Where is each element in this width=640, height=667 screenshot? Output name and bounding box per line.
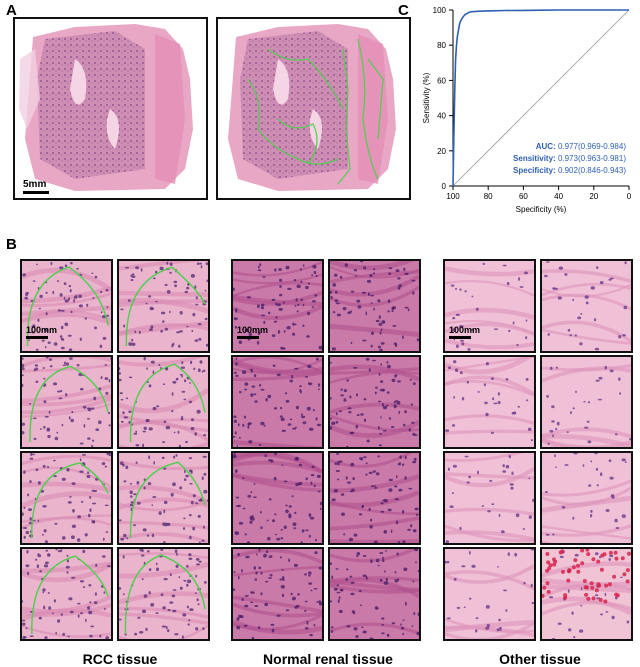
tissue-tile bbox=[20, 547, 113, 641]
histology-image bbox=[233, 453, 322, 543]
y-tick-label: 40 bbox=[437, 112, 446, 121]
tumor-boundary-annotation bbox=[129, 461, 206, 539]
roc-stat-value: 0.902(0.846-0.943) bbox=[558, 166, 626, 175]
histology-image bbox=[22, 357, 111, 447]
x-tick-label: 60 bbox=[519, 192, 528, 201]
histology-image bbox=[233, 357, 322, 447]
tumor-boundary-annotation bbox=[125, 266, 206, 347]
panel-label-c: C bbox=[398, 2, 409, 19]
tissue-tile bbox=[117, 451, 210, 545]
roc-plot-area: 0 20 40 60 80 100 100 80 60 40 20 0 Specificity (%) S… bbox=[422, 6, 632, 214]
y-tick-label: 100 bbox=[433, 6, 447, 15]
tissue-tile bbox=[328, 259, 421, 353]
tissue-tile bbox=[328, 355, 421, 449]
histology-image bbox=[330, 261, 419, 351]
histology-image bbox=[330, 357, 419, 447]
whole-slide-image bbox=[19, 24, 193, 191]
reference-diagonal-line bbox=[452, 9, 630, 187]
tumor-boundary-annotation bbox=[31, 462, 109, 539]
tumor-boundary-annotation bbox=[129, 363, 206, 443]
histology-image bbox=[119, 549, 208, 639]
roc-stat-annotation: Sensitivity: 0.973(0.963-0.981) bbox=[513, 154, 626, 163]
roc-curve-line bbox=[452, 9, 629, 187]
histology-image bbox=[330, 549, 419, 639]
tissue-tile bbox=[443, 355, 536, 449]
histology-image bbox=[22, 453, 111, 543]
roc-chart: 0 20 40 60 80 100 100 80 60 40 20 0 Specificity (%) S… bbox=[422, 6, 632, 214]
tile-scale-bar: 100mm bbox=[449, 325, 480, 339]
tile-scale-bar: 100mm bbox=[26, 325, 57, 339]
histology-image bbox=[22, 549, 111, 639]
tissue-tile bbox=[231, 547, 324, 641]
tile-scale-label: 100mm bbox=[26, 325, 58, 335]
panel-label-b: B bbox=[6, 236, 17, 253]
tissue-tile bbox=[328, 547, 421, 641]
histology-image bbox=[445, 549, 534, 639]
y-tick-label: 60 bbox=[437, 76, 446, 85]
tissue-tile bbox=[540, 451, 633, 545]
histology-image bbox=[119, 357, 208, 447]
tissue-tile bbox=[540, 355, 633, 449]
roc-stat-annotation: AUC: 0.977(0.969-0.984) bbox=[536, 142, 627, 151]
slide-original: 5mm bbox=[13, 17, 208, 200]
x-tick-label: 40 bbox=[554, 192, 563, 201]
histology-image bbox=[542, 261, 631, 351]
tissue-tile bbox=[443, 547, 536, 641]
tissue-tile bbox=[117, 547, 210, 641]
tissue-tile bbox=[20, 451, 113, 545]
histology-image bbox=[542, 549, 631, 639]
x-tick-label: 0 bbox=[627, 192, 632, 201]
tile-scale-label: 100mm bbox=[449, 325, 481, 335]
x-tick-label: 100 bbox=[446, 192, 460, 201]
tissue-tile bbox=[117, 355, 210, 449]
roc-stat-annotation: Specificity: 0.902(0.846-0.943) bbox=[513, 166, 626, 175]
group-label-other: Other tissue bbox=[499, 651, 581, 667]
tumor-boundary-annotation bbox=[29, 365, 109, 443]
tissue-tile bbox=[20, 355, 113, 449]
x-tick-label: 80 bbox=[484, 192, 493, 201]
histology-image bbox=[445, 357, 534, 447]
tumor-boundary-annotation bbox=[124, 554, 206, 635]
tissue-tile bbox=[540, 259, 633, 353]
slide-annotated bbox=[216, 17, 411, 200]
tumor-boundary-annotation bbox=[31, 555, 109, 635]
tissue-tile bbox=[328, 451, 421, 545]
y-axis-label: Sensitivity (%) bbox=[422, 72, 431, 123]
group-label-rcc: RCC tissue bbox=[82, 651, 158, 667]
roc-stat-value: 0.973(0.963-0.981) bbox=[558, 154, 626, 163]
y-tick-label: 20 bbox=[437, 147, 446, 156]
histology-image bbox=[542, 453, 631, 543]
tile-scale-label: 100mm bbox=[237, 325, 269, 335]
roc-stat-name: Specificity: bbox=[513, 166, 558, 175]
slide-scale-label: 5mm bbox=[23, 179, 47, 190]
y-tick-label: 0 bbox=[442, 182, 447, 191]
tile-scale-bar: 100mm bbox=[237, 325, 268, 339]
tissue-tile bbox=[117, 259, 210, 353]
histology-image bbox=[330, 453, 419, 543]
histology-image bbox=[119, 261, 208, 351]
slide-scale-bar: 5mm bbox=[23, 179, 49, 194]
tumor-boundary-annotation bbox=[26, 266, 109, 347]
panel-label-a: A bbox=[6, 2, 17, 19]
histology-image bbox=[233, 549, 322, 639]
tissue-tile bbox=[231, 355, 324, 449]
tissue-tile: 100mm bbox=[443, 259, 536, 353]
tissue-tile: 100mm bbox=[20, 259, 113, 353]
tissue-tile: 100mm bbox=[231, 259, 324, 353]
histology-image bbox=[445, 453, 534, 543]
x-axis-label: Specificity (%) bbox=[516, 205, 567, 214]
whole-slide-heatmap-image bbox=[228, 24, 396, 191]
roc-stat-name: Sensitivity: bbox=[513, 154, 558, 163]
y-tick-label: 80 bbox=[437, 41, 446, 50]
tissue-tile bbox=[231, 451, 324, 545]
tissue-tile bbox=[443, 451, 536, 545]
tissue-tile bbox=[540, 547, 633, 641]
group-label-normal: Normal renal tissue bbox=[263, 651, 393, 667]
roc-stat-name: AUC: bbox=[536, 142, 558, 151]
histology-image bbox=[542, 357, 631, 447]
histology-image bbox=[119, 453, 208, 543]
x-tick-label: 20 bbox=[589, 192, 598, 201]
roc-stat-value: 0.977(0.969-0.984) bbox=[558, 142, 626, 151]
